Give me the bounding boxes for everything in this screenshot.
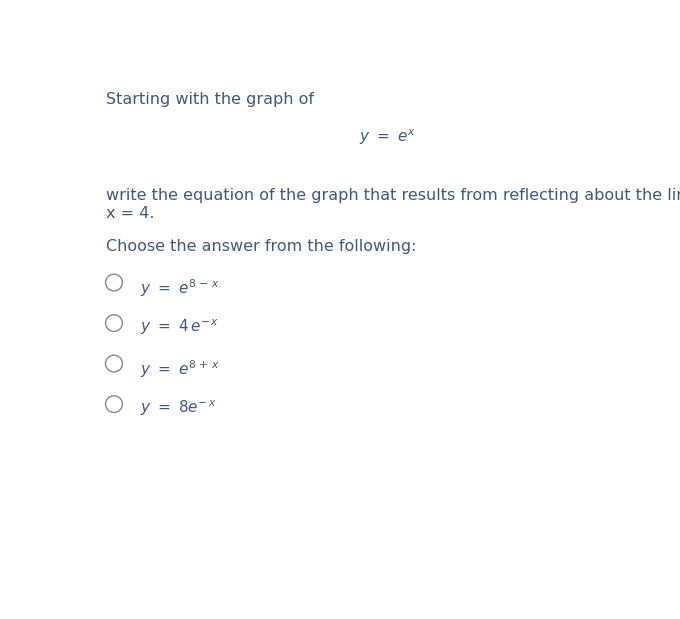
Text: x = 4.: x = 4.: [106, 206, 154, 221]
Text: $y\ =\ 4\,e^{-\,x}$: $y\ =\ 4\,e^{-\,x}$: [140, 318, 220, 337]
Text: Choose the answer from the following:: Choose the answer from the following:: [106, 239, 417, 254]
Text: $y\ =\ 8e^{-\,x}$: $y\ =\ 8e^{-\,x}$: [140, 399, 217, 418]
Text: $y\ =\ e^{x}$: $y\ =\ e^{x}$: [359, 128, 415, 147]
Text: $y\ =\ e^{8\,-\,x}$: $y\ =\ e^{8\,-\,x}$: [140, 277, 220, 298]
Text: Starting with the graph of: Starting with the graph of: [106, 92, 314, 107]
Text: $y\ =\ e^{8\,+\,x}$: $y\ =\ e^{8\,+\,x}$: [140, 358, 220, 379]
Text: write the equation of the graph that results from reflecting about the line: write the equation of the graph that res…: [106, 188, 680, 202]
